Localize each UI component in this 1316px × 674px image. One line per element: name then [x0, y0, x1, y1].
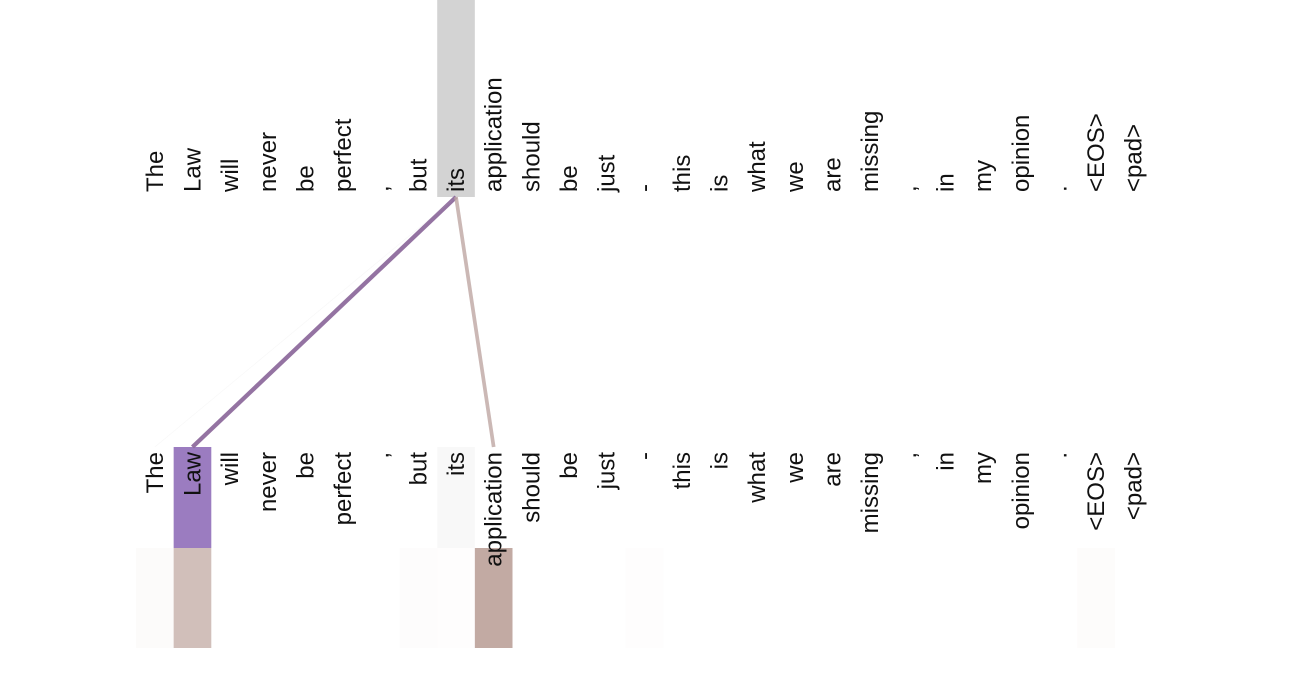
highlight-layer — [173, 0, 475, 548]
bottom-token-26[interactable]: <pad> — [1121, 452, 1148, 520]
bottom-token-14[interactable]: this — [669, 452, 696, 489]
bottom-token-23[interactable]: opinion — [1008, 452, 1035, 529]
top-token-7[interactable]: but — [405, 158, 432, 192]
bottom-token-13[interactable]: - — [631, 452, 658, 460]
bottom-token-19[interactable]: missing — [857, 452, 884, 533]
bottom-token-3[interactable]: never — [255, 452, 282, 512]
top-token-row: The Law will never be perfect, but its applicati… — [142, 77, 1148, 193]
top-token-23[interactable]: opinion — [1008, 115, 1035, 192]
heat-cell-25 — [1077, 548, 1115, 648]
bottom-token-16[interactable]: what — [744, 452, 771, 504]
top-token-22[interactable]: my — [970, 160, 997, 192]
attention-line-to-1 — [190, 195, 458, 449]
top-token-14[interactable]: this — [669, 155, 696, 192]
bottom-token-18[interactable]: are — [820, 452, 847, 487]
top-token-9[interactable]: application — [481, 77, 508, 192]
top-token-1[interactable]: Law — [179, 147, 206, 192]
bottom-token-7[interactable]: but — [405, 452, 432, 486]
heat-cell-9 — [474, 548, 513, 648]
top-token-25[interactable]: <EOS> — [1083, 113, 1110, 192]
heat-cell-7 — [400, 548, 438, 648]
top-token-6[interactable]: , — [368, 185, 395, 192]
top-token-18[interactable]: are — [820, 157, 847, 192]
bottom-token-8[interactable]: its — [443, 452, 470, 476]
bottom-token-25[interactable]: <EOS> — [1083, 452, 1110, 531]
attention-line-to-0 — [154, 196, 457, 448]
bottom-token-11[interactable]: be — [556, 452, 583, 479]
bottom-token-0[interactable]: The — [142, 452, 169, 493]
target-highlight-1 — [173, 447, 212, 548]
top-token-17[interactable]: we — [782, 161, 809, 193]
bottom-token-2[interactable]: will — [217, 452, 244, 486]
top-token-5[interactable]: perfect — [330, 118, 357, 192]
bottom-token-12[interactable]: just — [594, 452, 621, 491]
bottom-token-21[interactable]: in — [932, 452, 959, 471]
bottom-token-4[interactable]: be — [292, 452, 319, 479]
top-token-0[interactable]: The — [142, 151, 169, 192]
heat-cell-13 — [625, 548, 663, 648]
top-token-4[interactable]: be — [292, 165, 319, 192]
top-token-8[interactable]: its — [443, 168, 470, 192]
heat-cell-8 — [437, 548, 475, 648]
top-token-16[interactable]: what — [744, 141, 771, 193]
top-token-10[interactable]: should — [518, 121, 545, 192]
bottom-token-row: The Law will never be perfect, but its applicati… — [142, 451, 1148, 566]
top-token-19[interactable]: missing — [857, 111, 884, 192]
top-token-3[interactable]: never — [255, 132, 282, 192]
heat-cell-1 — [173, 548, 212, 648]
bottom-token-20[interactable]: , — [895, 452, 922, 459]
bottom-token-1[interactable]: Law — [179, 451, 206, 496]
top-token-26[interactable]: <pad> — [1121, 124, 1148, 192]
top-token-24[interactable]: . — [1045, 185, 1072, 192]
bottom-token-17[interactable]: we — [782, 452, 809, 484]
bottom-token-24[interactable]: . — [1045, 452, 1072, 459]
top-token-2[interactable]: will — [217, 159, 244, 193]
top-token-20[interactable]: , — [895, 185, 922, 192]
top-token-12[interactable]: just — [594, 154, 621, 193]
top-token-15[interactable]: is — [707, 175, 734, 192]
bottom-token-15[interactable]: is — [707, 452, 734, 469]
attention-lines-layer — [154, 195, 496, 449]
bottom-token-9[interactable]: application — [481, 452, 508, 567]
bottom-token-5[interactable]: perfect — [330, 452, 357, 526]
top-token-21[interactable]: in — [932, 173, 959, 192]
bottom-token-6[interactable]: , — [368, 452, 395, 459]
bottom-token-22[interactable]: my — [970, 452, 997, 484]
attention-line-to-9 — [454, 196, 496, 448]
heat-cell-0 — [136, 548, 174, 648]
top-token-11[interactable]: be — [556, 165, 583, 192]
top-token-13[interactable]: - — [631, 184, 658, 192]
attention-heat-layer — [136, 548, 1115, 648]
target-highlight-8 — [437, 447, 475, 548]
bottom-token-10[interactable]: should — [518, 452, 545, 523]
selected-token-highlight — [437, 0, 475, 197]
